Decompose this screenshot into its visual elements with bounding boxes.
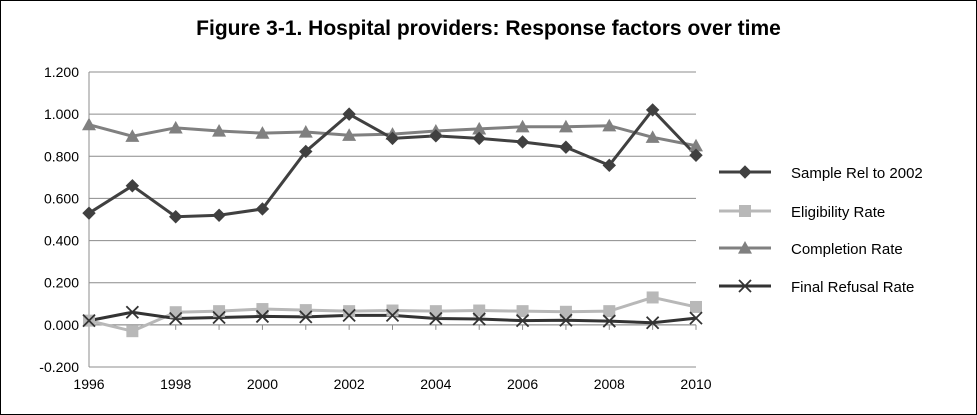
- data-point: [212, 124, 227, 137]
- x-tick-label: 2008: [594, 376, 625, 392]
- data-point: [602, 158, 616, 173]
- legend-entry: Completion Rate: [719, 241, 903, 258]
- data-point: [558, 119, 573, 133]
- data-point: [515, 314, 530, 328]
- data-point: [343, 305, 356, 318]
- y-tick-label: 0.200: [44, 275, 79, 291]
- legend-marker: [738, 241, 752, 254]
- data-point: [472, 131, 486, 146]
- data-point: [298, 125, 313, 138]
- legend-marker: [738, 279, 752, 293]
- y-tick-label: -0.200: [39, 359, 79, 375]
- data-point: [690, 300, 702, 313]
- data-point: [602, 314, 616, 328]
- data-point: [689, 138, 703, 152]
- data-point: [559, 140, 573, 154]
- data-point: [473, 304, 486, 317]
- data-point: [342, 308, 356, 323]
- data-point: [342, 107, 356, 121]
- data-point: [169, 210, 183, 224]
- data-point: [82, 314, 96, 328]
- data-point: [515, 119, 530, 133]
- data-point: [126, 325, 139, 338]
- data-point: [646, 291, 659, 304]
- x-tick-labels: 1996 1998 2000 2002 2004 2006 2008 2010: [73, 376, 711, 392]
- x-tick-label: 2006: [507, 376, 538, 392]
- data-point: [385, 131, 400, 146]
- data-point: [212, 310, 226, 325]
- data-point: [559, 313, 573, 327]
- y-tick-labels: 1.200 1.000 0.800 0.600 0.400 0.200 0.000 -0.20…: [39, 64, 79, 375]
- data-point: [82, 117, 96, 131]
- data-point: [472, 312, 486, 326]
- data-point: [646, 316, 660, 330]
- data-point: [515, 135, 530, 149]
- legend-entry: Eligibility Rate: [719, 204, 885, 221]
- x-tick-label: 1996: [73, 376, 104, 392]
- data-point: [689, 311, 703, 325]
- chart-title: Figure 3-1. Hospital providers: Response…: [196, 17, 781, 40]
- data-point: [429, 305, 442, 318]
- legend-entry: Final Refusal Rate: [719, 279, 914, 296]
- data-point: [385, 308, 400, 323]
- data-point: [299, 144, 313, 159]
- data-point: [125, 179, 140, 193]
- y-tick-label: 0.600: [44, 190, 79, 206]
- data-point: [125, 129, 140, 142]
- y-tick-label: 0.800: [44, 148, 79, 164]
- data-point: [645, 103, 660, 117]
- data-point: [299, 304, 312, 317]
- data-point: [212, 208, 226, 222]
- y-tick-label: 0.400: [44, 233, 79, 249]
- data-point: [168, 120, 183, 134]
- data-point: [645, 130, 660, 143]
- data-point: [256, 303, 269, 316]
- data-point: [169, 311, 183, 326]
- data-point: [342, 128, 357, 141]
- data-point: [602, 118, 617, 132]
- y-tick-label: 1.000: [44, 106, 79, 122]
- legend-entry: Sample Rel to 2002: [719, 165, 923, 182]
- data-point: [603, 305, 616, 318]
- legend-label: Final Refusal Rate: [791, 279, 914, 296]
- data-point: [213, 305, 226, 318]
- data-point: [169, 306, 182, 319]
- legend-label: Eligibility Rate: [791, 204, 885, 221]
- data-point: [429, 311, 443, 326]
- x-tick-label: 2004: [420, 376, 451, 392]
- legend-marker: [738, 165, 752, 179]
- x-tick-label: 1998: [160, 376, 191, 392]
- y-tick-label: 0.000: [44, 317, 79, 333]
- x-tick-label: 2000: [247, 376, 278, 392]
- data-point: [516, 305, 529, 318]
- legend-label: Sample Rel to 2002: [791, 165, 923, 182]
- data-point: [125, 305, 139, 319]
- legend-marker: [739, 205, 751, 217]
- data-point: [82, 206, 96, 220]
- y-tick-label: 1.200: [44, 64, 79, 80]
- data-point: [559, 305, 572, 318]
- series-markers: [82, 103, 703, 338]
- legend: Sample Rel to 2002 Eligibility Rate Comple…: [719, 165, 923, 296]
- data-point: [255, 202, 270, 216]
- data-point: [429, 129, 443, 143]
- data-point: [689, 148, 703, 162]
- legend-label: Completion Rate: [791, 241, 903, 258]
- x-tick-label: 2002: [334, 376, 365, 392]
- data-point: [255, 309, 270, 324]
- data-point: [472, 121, 487, 135]
- data-point: [299, 310, 313, 324]
- data-point: [255, 126, 270, 139]
- x-tick-label: 2010: [680, 376, 711, 392]
